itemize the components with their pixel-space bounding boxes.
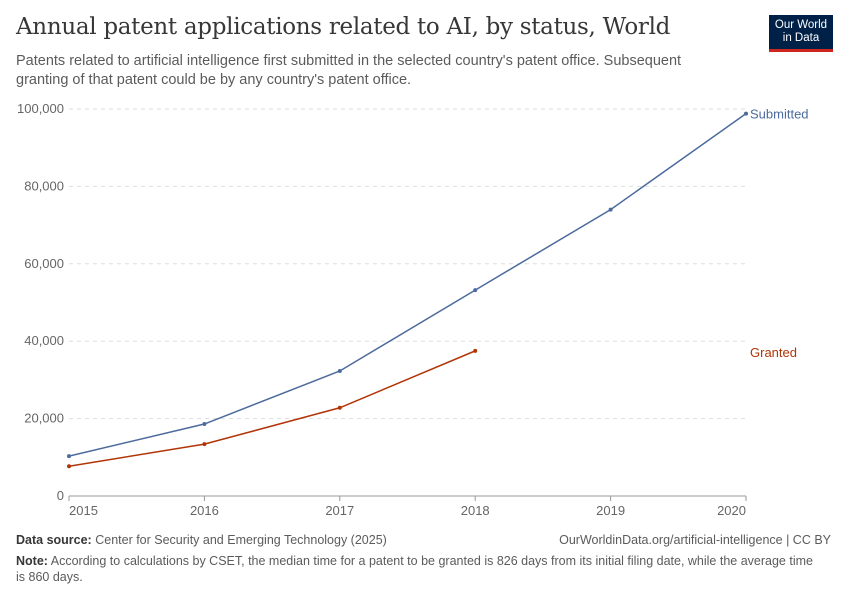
data-point	[202, 442, 206, 446]
y-tick-label: 20,000	[24, 411, 64, 426]
series-line-granted	[69, 351, 475, 466]
data-point	[67, 464, 71, 468]
series-label-submitted: Submitted	[750, 107, 809, 122]
source-label: Data source:	[16, 533, 92, 547]
note: Note: According to calculations by CSET,…	[16, 553, 816, 585]
data-source: Data source: Center for Security and Eme…	[16, 533, 387, 547]
x-tick-label: 2015	[69, 503, 98, 518]
series-line-submitted	[69, 114, 746, 456]
y-tick-label: 80,000	[24, 178, 64, 193]
x-tick-label: 2019	[596, 503, 625, 518]
data-point	[202, 422, 206, 426]
data-point	[473, 349, 477, 353]
x-tick-label: 2020	[717, 503, 746, 518]
note-label: Note:	[16, 554, 48, 568]
data-point	[744, 112, 748, 116]
y-tick-label: 0	[57, 488, 64, 503]
x-tick-label: 2018	[461, 503, 490, 518]
y-tick-label: 60,000	[24, 256, 64, 271]
source-text: Center for Security and Emerging Technol…	[95, 533, 387, 547]
note-text: According to calculations by CSET, the m…	[16, 554, 813, 584]
y-tick-label: 40,000	[24, 333, 64, 348]
x-tick-label: 2017	[325, 503, 354, 518]
data-point	[338, 369, 342, 373]
y-tick-label: 100,000	[17, 101, 64, 116]
data-point	[67, 454, 71, 458]
data-point	[609, 208, 613, 212]
source-url[interactable]: OurWorldinData.org/artificial-intelligen…	[559, 533, 831, 547]
x-tick-label: 2016	[190, 503, 219, 518]
data-point	[338, 406, 342, 410]
data-point	[473, 288, 477, 292]
series-label-granted: Granted	[750, 345, 797, 360]
